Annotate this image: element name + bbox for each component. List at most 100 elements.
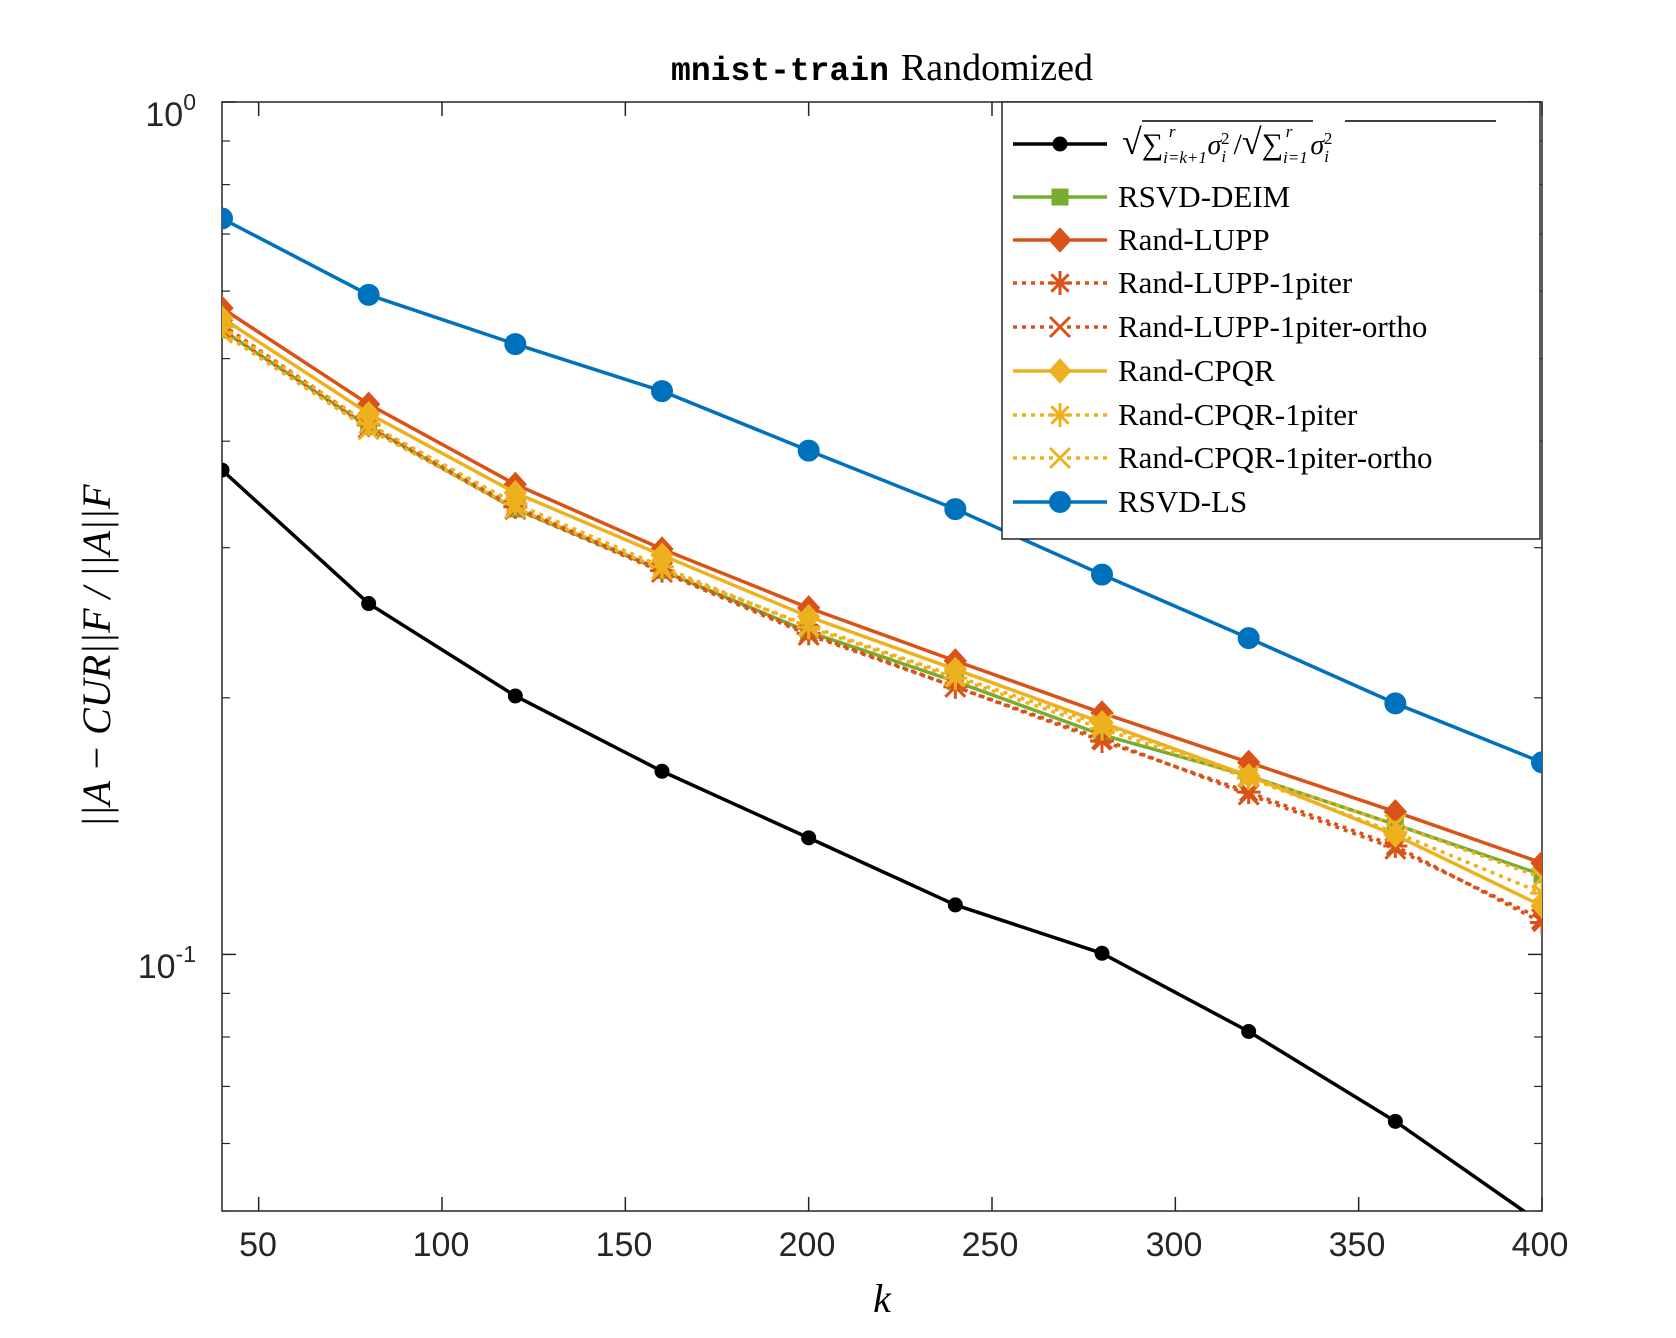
legend-label: √∑i=k+1r σi2/√∑i=1r σi2	[1122, 120, 1496, 167]
legend-entry: Rand-CPQR	[1013, 353, 1275, 388]
x-tick-label: 100	[413, 1226, 470, 1264]
legend: √∑i=k+1r σi2/√∑i=1r σi2 RSVD-DEIM Rand-LUPP R…	[1001, 101, 1541, 540]
series-sigma-ratio	[222, 462, 1527, 1211]
data-point	[357, 283, 380, 306]
data-point	[1530, 866, 1542, 889]
legend-marker	[1048, 271, 1072, 295]
data-point	[1090, 713, 1114, 736]
x-tick-label: 250	[962, 1226, 1019, 1264]
legend-marker	[1048, 446, 1072, 470]
data-point	[1090, 716, 1114, 741]
data-point	[1384, 692, 1407, 715]
data-point	[797, 614, 820, 637]
legend-label: Rand-CPQR-1piter	[1118, 397, 1358, 432]
series-line	[222, 331, 1542, 880]
chart-title-dataset: mnist-train	[671, 53, 889, 90]
series-line	[222, 327, 1542, 921]
legend-label: RSVD-DEIM	[1118, 179, 1290, 214]
data-point	[222, 207, 233, 230]
data-point	[944, 498, 967, 521]
series-rsvd-ls	[222, 207, 1542, 774]
legend-label: Rand-LUPP-1piter-ortho	[1118, 309, 1427, 344]
legend-marker	[1048, 227, 1072, 253]
x-tick-label: 150	[596, 1226, 653, 1264]
legend-entry: Rand-CPQR-1piter	[1013, 397, 1358, 432]
legend-entry: Rand-CPQR-1piter-ortho	[1013, 440, 1433, 475]
legend-label: Rand-LUPP	[1118, 222, 1270, 257]
data-point	[222, 314, 234, 339]
data-point	[1241, 1023, 1257, 1039]
data-point	[654, 763, 670, 779]
data-point	[1237, 783, 1260, 806]
series-line	[222, 468, 1527, 1211]
data-point	[361, 596, 377, 612]
y-tick-labels: 100 10-1	[138, 89, 196, 986]
series-line	[222, 316, 1542, 908]
x-tick-label: 400	[1512, 1226, 1569, 1264]
y-axis-label: ||A − CUR||F / ||A||F	[74, 484, 119, 828]
data-point	[1384, 837, 1407, 860]
chart-title-method: Randomized	[901, 47, 1093, 89]
legend-label: Rand-LUPP-1piter	[1118, 265, 1353, 300]
legend-entry: √∑i=k+1r σi2/√∑i=1r σi2	[1013, 120, 1496, 167]
data-point	[222, 462, 230, 478]
x-tick-label: 300	[1146, 1226, 1203, 1264]
data-point	[801, 830, 817, 846]
x-tick-label: 200	[779, 1226, 836, 1264]
data-point	[947, 897, 963, 913]
data-point	[944, 665, 967, 688]
data-point	[1531, 751, 1542, 774]
data-point	[1091, 563, 1113, 586]
legend-box	[1001, 101, 1541, 540]
series-line	[222, 306, 1542, 865]
legend-marker	[1049, 491, 1071, 513]
data-point	[797, 439, 820, 462]
data-point	[222, 321, 234, 344]
legend-entry: Rand-LUPP-1piter	[1013, 265, 1353, 300]
x-axis-label: k	[873, 1276, 892, 1321]
legend-entry: RSVD-DEIM	[1013, 179, 1290, 214]
x-tick-labels: 50 100 150 200 250 300 350 400	[239, 1226, 1568, 1264]
series-rand-cpqr-1piter-ortho	[222, 321, 1542, 889]
data-point	[356, 412, 381, 437]
y-tick-label: 10-1	[138, 941, 196, 986]
legend-marker	[1051, 188, 1069, 206]
legend-marker	[1048, 315, 1072, 339]
legend-marker	[1048, 358, 1072, 384]
chart-title: mnist-train Randomized	[671, 47, 1093, 90]
series-line	[222, 323, 1542, 925]
data-point	[357, 418, 380, 441]
data-point	[504, 496, 527, 520]
data-point	[650, 554, 674, 579]
x-tick-label: 50	[239, 1226, 277, 1264]
data-point	[1530, 850, 1542, 876]
legend-marker	[1048, 403, 1072, 427]
data-point	[1236, 780, 1261, 805]
y-tick-label: 100	[145, 89, 196, 134]
series-line	[222, 216, 1542, 764]
legend-label: Rand-CPQR	[1118, 353, 1275, 388]
data-point	[1237, 627, 1260, 650]
data-point	[1237, 764, 1260, 787]
legend-label: Rand-CPQR-1piter-ortho	[1118, 440, 1433, 475]
data-point	[1387, 1113, 1403, 1129]
data-point	[1384, 813, 1407, 836]
data-point	[1236, 766, 1261, 791]
series-line	[222, 325, 1542, 895]
data-point	[1530, 908, 1542, 931]
legend-label-text: √∑i=k+1r σi2/√∑i=1r σi2	[1122, 122, 1332, 167]
data-point	[650, 558, 674, 581]
data-point	[651, 380, 673, 403]
series-layer	[222, 207, 1542, 1211]
data-point	[1383, 820, 1408, 845]
data-point	[507, 688, 523, 704]
data-point	[1094, 945, 1110, 961]
legend-label: RSVD-LS	[1118, 484, 1247, 519]
data-point	[503, 491, 528, 516]
x-tick-label: 350	[1329, 1226, 1386, 1264]
legend-entry: RSVD-LS	[1013, 484, 1247, 519]
legend-entry: Rand-LUPP	[1013, 222, 1270, 257]
data-point	[504, 333, 527, 356]
legend-marker	[1052, 136, 1068, 152]
